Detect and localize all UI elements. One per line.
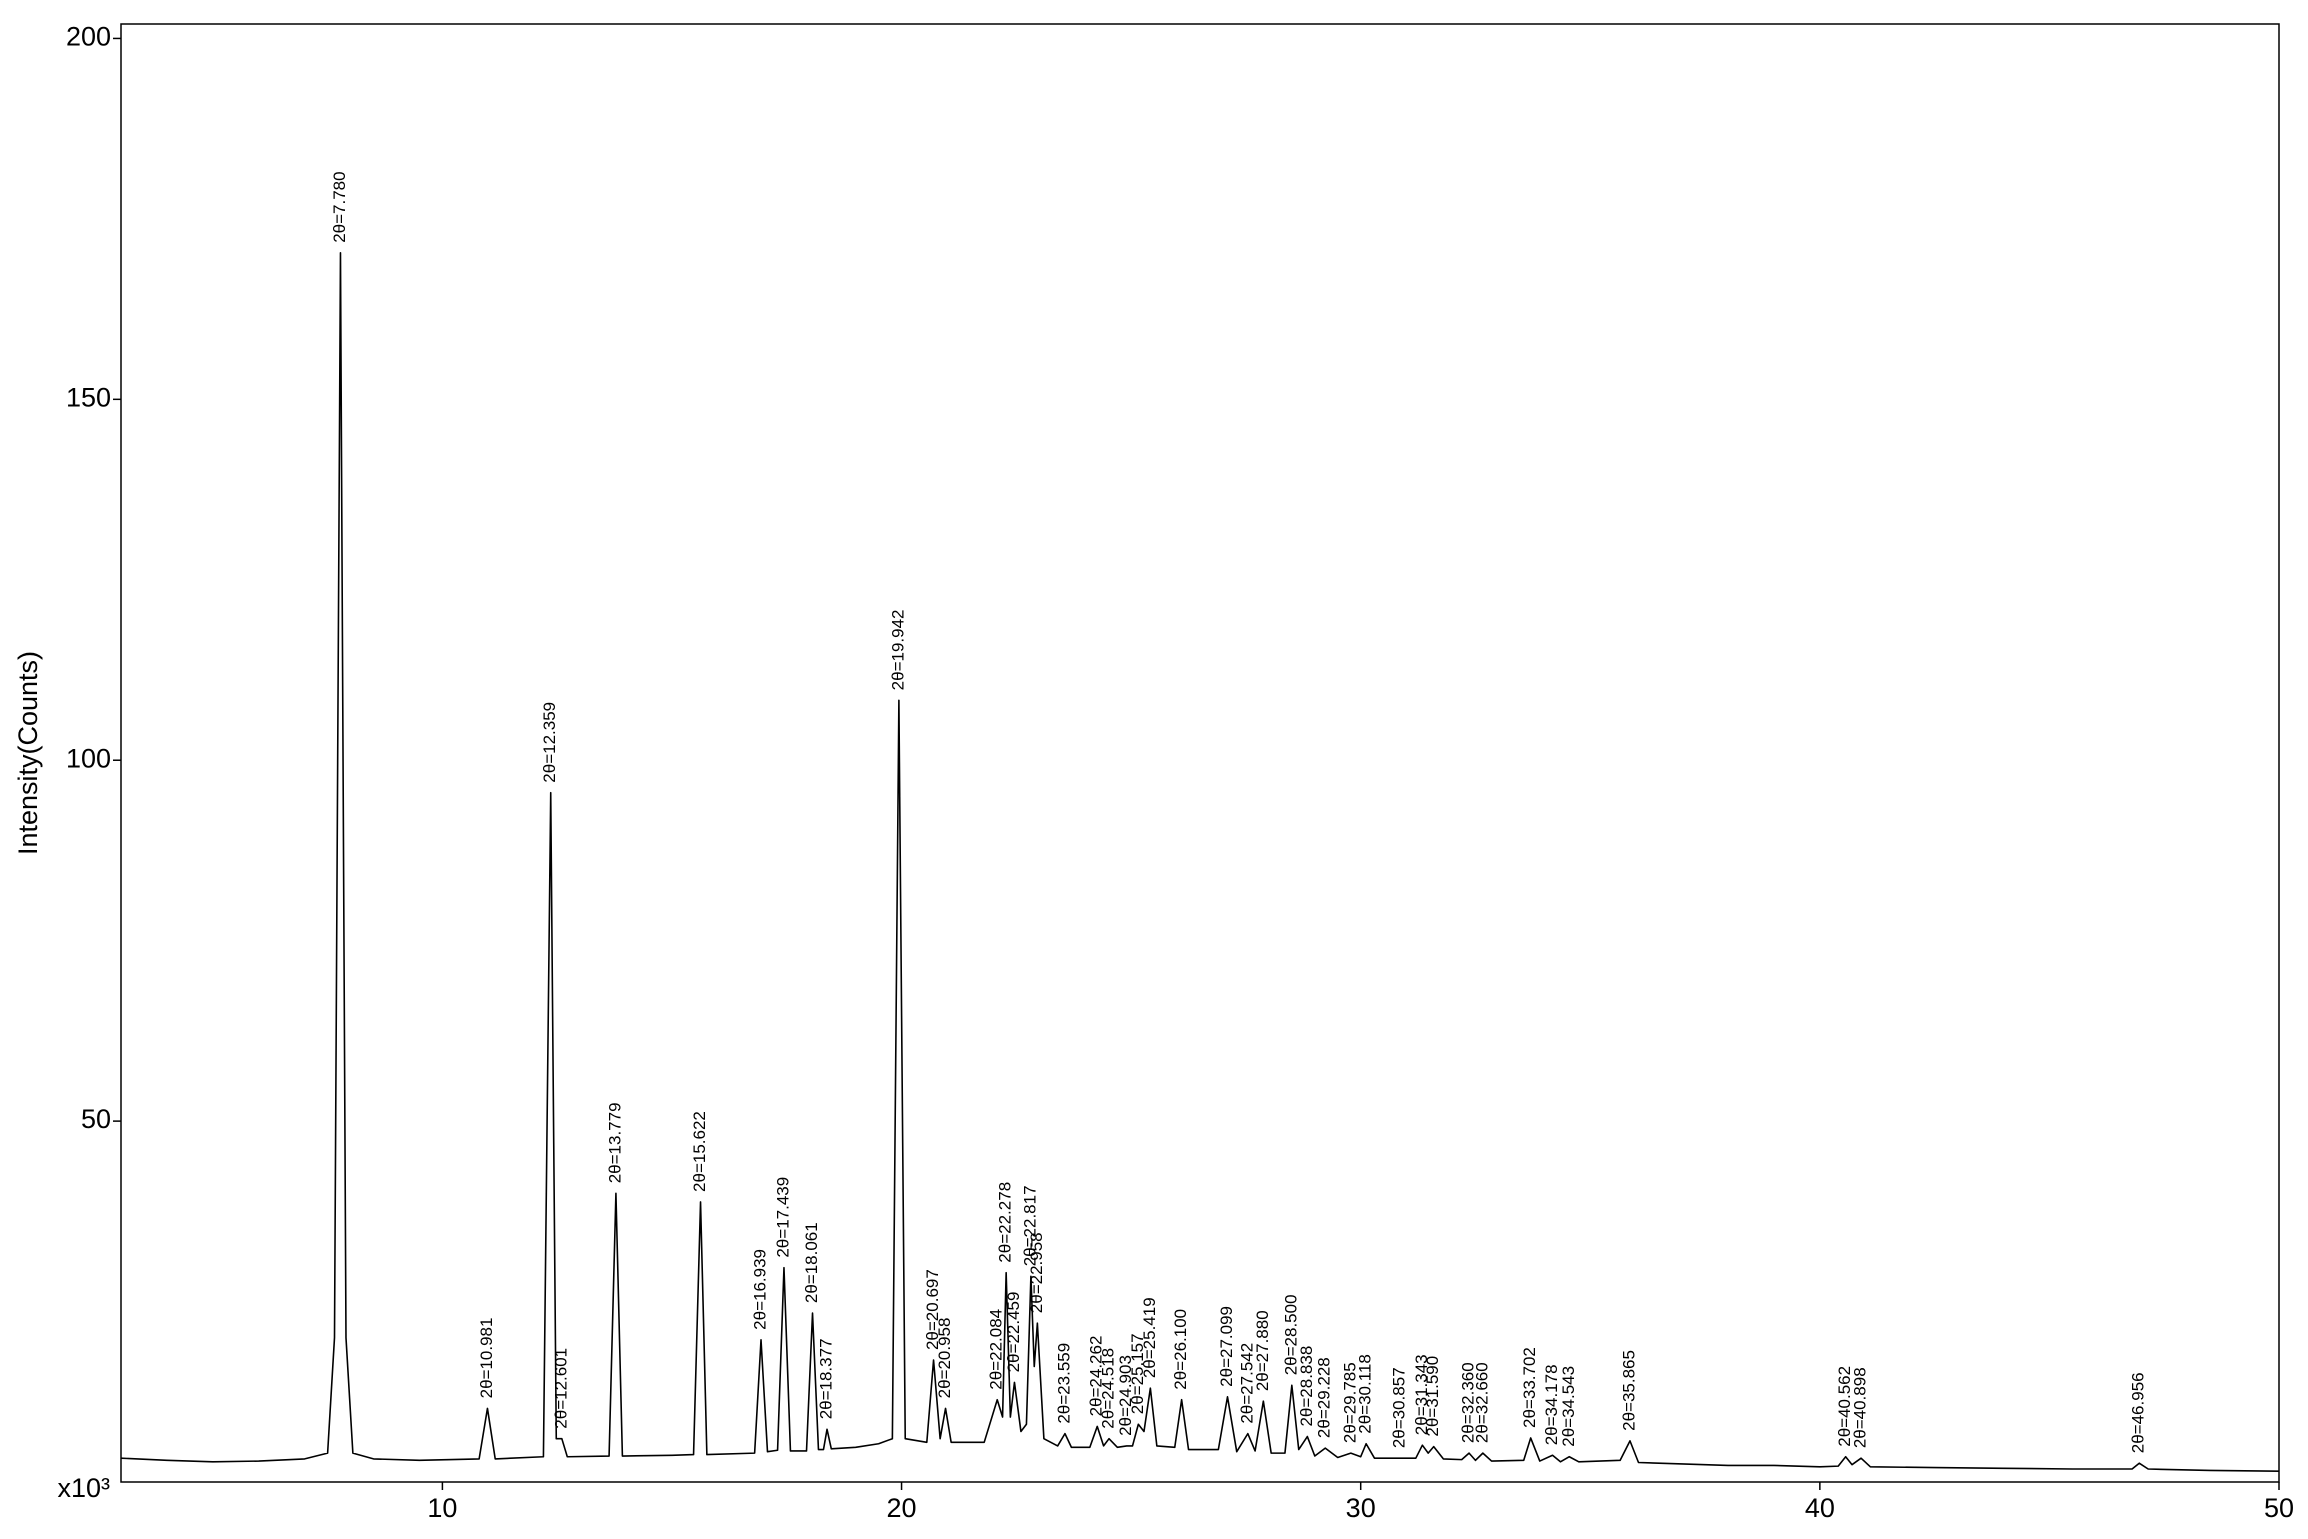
peak-label: 2θ=25.419 (1140, 1297, 1159, 1378)
peak-label: 2θ=16.939 (750, 1249, 769, 1330)
peak-label: 2θ=22.958 (1027, 1232, 1046, 1313)
x-tick-label: 20 (887, 1493, 917, 1523)
peak-label: 2θ=12.601 (551, 1348, 570, 1429)
peak-label: 2θ=24.518 (1098, 1348, 1117, 1429)
peak-label: 2θ=32.660 (1472, 1362, 1491, 1443)
y-tick-label: 50 (81, 1104, 111, 1134)
peak-label: 2θ=18.061 (802, 1222, 821, 1303)
peak-label: 2θ=19.942 (888, 609, 907, 690)
peak-label: 2θ=35.865 (1619, 1350, 1638, 1431)
peak-label: 2θ=25.157 (1128, 1333, 1147, 1414)
peak-label: 2θ=29.785 (1340, 1362, 1359, 1443)
peak-label: 2θ=17.439 (773, 1177, 792, 1258)
x-tick-label: 10 (427, 1493, 457, 1523)
peak-label: 2θ=40.562 (1835, 1366, 1854, 1447)
peak-label: 2θ=10.981 (477, 1318, 496, 1399)
peak-label: 2θ=22.084 (987, 1309, 1006, 1390)
y-tick-label: 200 (66, 22, 111, 52)
peak-label: 2θ=23.559 (1054, 1343, 1073, 1424)
peak-label: 2θ=7.780 (330, 171, 349, 242)
peak-label: 2θ=28.500 (1281, 1294, 1300, 1375)
peak-label: 2θ=27.880 (1253, 1310, 1272, 1391)
peak-label: 2θ=34.178 (1542, 1364, 1561, 1445)
y-tick-label: 100 (66, 743, 111, 773)
peak-label: 2θ=34.543 (1559, 1366, 1578, 1447)
peak-label: 2θ=30.857 (1390, 1367, 1409, 1448)
peak-label: 2θ=22.817 (1020, 1185, 1039, 1266)
peak-label: 2θ=33.702 (1520, 1347, 1539, 1428)
peak-label: 2θ=30.118 (1356, 1354, 1375, 1434)
peak-label: 2θ=28.838 (1297, 1346, 1316, 1427)
peak-label: 2θ=22.459 (1004, 1292, 1023, 1373)
peak-label: 2θ=27.542 (1237, 1343, 1256, 1424)
peak-label: 2θ=13.779 (605, 1102, 624, 1183)
plot-frame (120, 23, 2280, 1483)
peak-label: 2θ=27.099 (1217, 1306, 1236, 1387)
peak-label: 2θ=46.956 (2129, 1372, 2148, 1453)
diffraction-trace (120, 252, 2280, 1472)
peak-label: 2θ=20.697 (923, 1269, 942, 1350)
peak-label: 2θ=31.343 (1412, 1354, 1431, 1435)
x-tick-label: 50 (2264, 1493, 2294, 1523)
peak-label: 2θ=40.898 (1851, 1367, 1870, 1448)
x-tick-label: 40 (1805, 1493, 1835, 1523)
y-tick-label: 150 (66, 382, 111, 412)
peak-label: 2θ=26.100 (1171, 1309, 1190, 1390)
peak-label: 2θ=15.622 (690, 1111, 709, 1192)
peak-label: 2θ=32.360 (1459, 1362, 1478, 1443)
peak-label: 2θ=24.903 (1116, 1355, 1135, 1436)
peak-label: 2θ=18.377 (817, 1338, 836, 1419)
x-tick-label: 30 (1346, 1493, 1376, 1523)
peak-label: 2θ=24.262 (1087, 1336, 1106, 1417)
peak-label: 2θ=20.958 (935, 1318, 954, 1399)
peak-label: 2θ=29.228 (1315, 1357, 1334, 1438)
y-axis-title: Intensity(Counts) (13, 651, 43, 855)
peak-label: 2θ=22.278 (996, 1182, 1015, 1263)
y-unit-label: x10³ (57, 1473, 110, 1503)
peak-label: 2θ=12.359 (540, 702, 559, 783)
peak-label: 2θ=31.590 (1423, 1356, 1442, 1437)
